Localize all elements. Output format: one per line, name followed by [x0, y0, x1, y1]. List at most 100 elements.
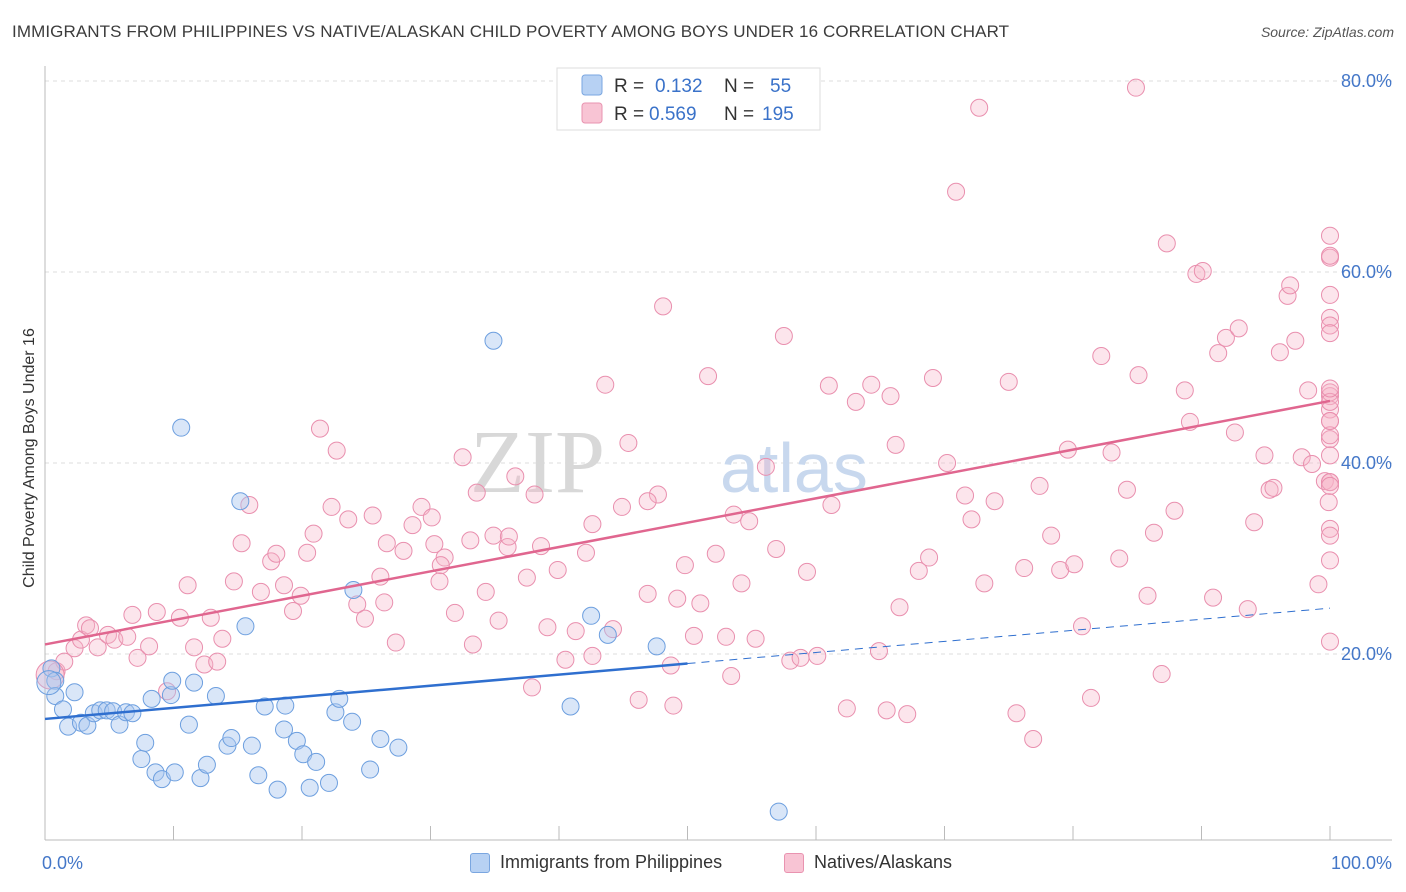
- natives-point: [732, 574, 751, 593]
- philippines-point: [582, 606, 601, 625]
- natives-point: [538, 618, 557, 637]
- natives-point: [1315, 472, 1334, 491]
- bottom-legend-philippines[interactable]: Immigrants from Philippines: [470, 852, 722, 873]
- natives-point: [798, 562, 817, 581]
- natives-point: [583, 515, 602, 534]
- natives-point: [208, 652, 227, 671]
- natives-point: [178, 576, 197, 595]
- philippines-point: [65, 683, 84, 702]
- natives-point: [453, 448, 472, 467]
- natives-point: [506, 467, 525, 486]
- natives-point: [339, 510, 358, 529]
- natives-point: [583, 646, 602, 665]
- philippines-point: [255, 697, 274, 716]
- x-tick-labels: 0.0% 100.0%: [42, 853, 1392, 873]
- natives-point: [1129, 366, 1148, 385]
- natives-point: [1281, 276, 1300, 295]
- philippines-point: [161, 686, 180, 705]
- natives-point: [691, 594, 710, 613]
- natives-point: [1081, 688, 1100, 707]
- natives-point: [920, 548, 939, 567]
- natives-point: [251, 582, 270, 601]
- natives-point: [1102, 443, 1121, 462]
- y-tick-label: 80.0%: [1341, 71, 1392, 91]
- bottom-legend-swatch-natives: [784, 852, 804, 873]
- natives-point: [746, 629, 765, 648]
- natives-point: [298, 543, 317, 562]
- natives-point: [1117, 480, 1136, 499]
- natives-point: [1152, 665, 1171, 684]
- natives-point: [886, 435, 905, 454]
- natives-point: [837, 699, 856, 718]
- natives-point: [355, 609, 374, 628]
- natives-point: [909, 561, 928, 580]
- natives-point: [240, 496, 259, 515]
- trend-lines: [44, 399, 1331, 721]
- bottom-legend-natives[interactable]: Natives/Alaskans: [784, 852, 952, 873]
- natives-point: [1165, 501, 1184, 520]
- natives-point: [1321, 383, 1339, 402]
- philippines-point: [300, 778, 319, 797]
- philippines-point: [179, 715, 198, 734]
- natives-point: [1030, 476, 1049, 495]
- natives-point: [890, 598, 909, 617]
- natives-point: [1321, 285, 1339, 304]
- natives-point: [128, 648, 147, 667]
- natives-point: [1238, 600, 1257, 619]
- natives-point: [422, 508, 441, 527]
- natives-point: [1321, 476, 1339, 495]
- natives-point: [675, 556, 694, 575]
- natives-point: [1321, 430, 1339, 449]
- natives-point: [898, 705, 917, 724]
- natives-point: [956, 486, 975, 505]
- y-tick-label: 20.0%: [1341, 644, 1392, 664]
- natives-point: [1175, 381, 1194, 400]
- natives-point: [1209, 344, 1228, 363]
- natives-point: [1321, 446, 1339, 465]
- natives-point: [1092, 347, 1111, 366]
- legend-r-value-philippines: 0.132: [655, 76, 703, 97]
- legend-n-value-natives: 195: [762, 104, 794, 125]
- natives-point: [1321, 226, 1339, 245]
- natives-point: [566, 622, 585, 641]
- natives-point: [1072, 617, 1091, 636]
- natives-point: [348, 595, 367, 614]
- natives-point: [525, 485, 544, 504]
- natives-point: [612, 497, 631, 516]
- natives-point: [224, 572, 243, 591]
- natives-point: [717, 627, 736, 646]
- natives-point: [147, 602, 166, 621]
- natives-point: [1321, 551, 1339, 570]
- philippines-point: [361, 760, 380, 779]
- natives-point: [463, 635, 482, 654]
- natives-point: [774, 326, 793, 345]
- natives-point: [310, 419, 329, 438]
- philippines-point: [268, 780, 287, 799]
- x-tick-label: 100.0%: [1331, 853, 1392, 873]
- legend-swatch-natives: [581, 102, 603, 124]
- philippines-point: [142, 689, 161, 708]
- natives-point: [1321, 246, 1339, 265]
- philippines-trend-line: [44, 662, 688, 721]
- natives-point: [1138, 586, 1157, 605]
- philippines-point: [163, 671, 182, 690]
- natives-point: [619, 433, 638, 452]
- philippines-point: [371, 729, 390, 748]
- natives-point: [386, 633, 405, 652]
- natives-point: [923, 369, 942, 388]
- legend-n-label-natives: N =: [724, 104, 754, 125]
- natives-point: [846, 392, 865, 411]
- natives-point: [629, 690, 648, 709]
- natives-point: [648, 485, 667, 504]
- natives-point: [1321, 316, 1339, 335]
- natives-point: [684, 626, 703, 645]
- natives-point: [185, 638, 204, 657]
- natives-point: [664, 696, 683, 715]
- natives-point: [425, 535, 444, 554]
- natives-point: [756, 457, 775, 476]
- natives-point: [668, 589, 687, 608]
- philippines-point: [319, 773, 338, 792]
- y-tick-label: 60.0%: [1341, 262, 1392, 282]
- natives-point: [722, 666, 741, 685]
- natives-point: [1193, 262, 1212, 281]
